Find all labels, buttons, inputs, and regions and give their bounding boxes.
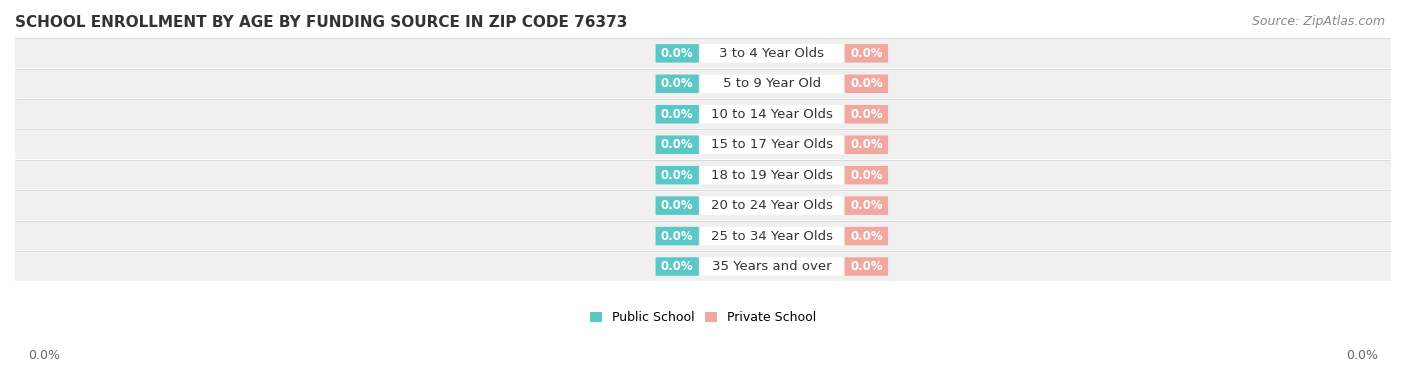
Text: 0.0%: 0.0% <box>661 108 693 121</box>
FancyBboxPatch shape <box>15 222 1391 250</box>
Text: 0.0%: 0.0% <box>851 260 883 273</box>
Text: 0.0%: 0.0% <box>661 230 693 242</box>
FancyBboxPatch shape <box>655 75 699 93</box>
Text: 20 to 24 Year Olds: 20 to 24 Year Olds <box>711 199 832 212</box>
FancyBboxPatch shape <box>845 44 889 63</box>
FancyBboxPatch shape <box>845 135 889 154</box>
Text: 0.0%: 0.0% <box>28 349 60 362</box>
FancyBboxPatch shape <box>700 44 844 63</box>
FancyBboxPatch shape <box>15 39 1391 67</box>
FancyBboxPatch shape <box>700 75 844 93</box>
FancyBboxPatch shape <box>15 161 1391 190</box>
Text: 0.0%: 0.0% <box>851 138 883 151</box>
Legend: Public School, Private School: Public School, Private School <box>585 306 821 329</box>
Text: 3 to 4 Year Olds: 3 to 4 Year Olds <box>720 47 824 60</box>
FancyBboxPatch shape <box>700 135 844 154</box>
FancyBboxPatch shape <box>700 257 844 276</box>
FancyBboxPatch shape <box>15 100 1391 129</box>
Text: 0.0%: 0.0% <box>661 47 693 60</box>
FancyBboxPatch shape <box>655 196 699 215</box>
FancyBboxPatch shape <box>845 75 889 93</box>
Text: 0.0%: 0.0% <box>851 108 883 121</box>
FancyBboxPatch shape <box>845 196 889 215</box>
Text: 0.0%: 0.0% <box>661 199 693 212</box>
Text: 25 to 34 Year Olds: 25 to 34 Year Olds <box>711 230 832 242</box>
FancyBboxPatch shape <box>15 191 1391 220</box>
Text: 0.0%: 0.0% <box>851 169 883 182</box>
FancyBboxPatch shape <box>15 130 1391 159</box>
Text: 0.0%: 0.0% <box>661 77 693 90</box>
FancyBboxPatch shape <box>700 105 844 124</box>
FancyBboxPatch shape <box>655 135 699 154</box>
Text: 0.0%: 0.0% <box>661 260 693 273</box>
Text: 5 to 9 Year Old: 5 to 9 Year Old <box>723 77 821 90</box>
FancyBboxPatch shape <box>845 105 889 124</box>
FancyBboxPatch shape <box>655 227 699 245</box>
FancyBboxPatch shape <box>655 105 699 124</box>
Text: 0.0%: 0.0% <box>661 169 693 182</box>
FancyBboxPatch shape <box>845 227 889 245</box>
Text: 15 to 17 Year Olds: 15 to 17 Year Olds <box>711 138 832 151</box>
FancyBboxPatch shape <box>845 257 889 276</box>
FancyBboxPatch shape <box>15 69 1391 98</box>
Text: 0.0%: 0.0% <box>851 77 883 90</box>
Text: 0.0%: 0.0% <box>661 138 693 151</box>
Text: Source: ZipAtlas.com: Source: ZipAtlas.com <box>1251 15 1385 28</box>
FancyBboxPatch shape <box>845 166 889 184</box>
Text: 0.0%: 0.0% <box>851 230 883 242</box>
FancyBboxPatch shape <box>655 44 699 63</box>
FancyBboxPatch shape <box>700 227 844 245</box>
FancyBboxPatch shape <box>700 196 844 215</box>
Text: 0.0%: 0.0% <box>851 47 883 60</box>
Text: 35 Years and over: 35 Years and over <box>711 260 831 273</box>
Text: 18 to 19 Year Olds: 18 to 19 Year Olds <box>711 169 832 182</box>
Text: 0.0%: 0.0% <box>851 199 883 212</box>
FancyBboxPatch shape <box>655 166 699 184</box>
Text: 0.0%: 0.0% <box>1346 349 1378 362</box>
FancyBboxPatch shape <box>700 166 844 184</box>
FancyBboxPatch shape <box>15 252 1391 281</box>
FancyBboxPatch shape <box>655 257 699 276</box>
Text: 10 to 14 Year Olds: 10 to 14 Year Olds <box>711 108 832 121</box>
Text: SCHOOL ENROLLMENT BY AGE BY FUNDING SOURCE IN ZIP CODE 76373: SCHOOL ENROLLMENT BY AGE BY FUNDING SOUR… <box>15 15 627 30</box>
